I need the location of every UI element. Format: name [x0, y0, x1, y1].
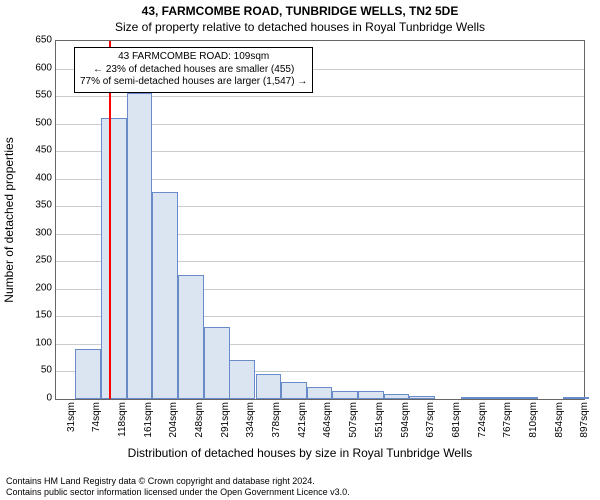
footer-line1: Contains HM Land Registry data © Crown c…: [6, 476, 350, 487]
y-tick-label: 0: [12, 393, 52, 404]
y-tick-label: 650: [12, 35, 52, 46]
histogram-bar: [101, 118, 127, 399]
histogram-bar: [512, 397, 538, 399]
y-tick-label: 200: [12, 282, 52, 293]
x-tick-label: 637sqm: [425, 402, 436, 438]
y-tick-label: 450: [12, 145, 52, 156]
histogram-bar: [178, 275, 204, 399]
histogram-bar: [332, 391, 358, 399]
x-tick-label: 594sqm: [400, 402, 411, 438]
x-tick-label: 507sqm: [348, 402, 359, 438]
property-marker-line: [109, 41, 111, 399]
x-tick-label: 161sqm: [143, 402, 154, 438]
x-tick-label: 291sqm: [220, 402, 231, 438]
histogram-bar: [256, 374, 282, 399]
footer-attribution: Contains HM Land Registry data © Crown c…: [6, 476, 350, 498]
histogram-bar: [409, 396, 435, 399]
y-tick-label: 500: [12, 117, 52, 128]
histogram-bar: [307, 387, 333, 399]
histogram-bar: [384, 394, 410, 400]
x-tick-label: 74sqm: [91, 402, 102, 432]
annotation-line1: 43 FARMCOMBE ROAD: 109sqm: [80, 51, 307, 64]
histogram-bar: [486, 397, 512, 399]
y-tick-label: 150: [12, 310, 52, 321]
histogram-bar: [75, 349, 101, 399]
x-tick-label: 724sqm: [477, 402, 488, 438]
x-tick-label: 378sqm: [271, 402, 282, 438]
chart-title-address: 43, FARMCOMBE ROAD, TUNBRIDGE WELLS, TN2…: [0, 4, 600, 18]
x-tick-label: 767sqm: [502, 402, 513, 438]
annotation-line3: 77% of semi-detached houses are larger (…: [80, 76, 307, 89]
x-tick-label: 810sqm: [528, 402, 539, 438]
y-tick-label: 600: [12, 62, 52, 73]
y-tick-label: 550: [12, 90, 52, 101]
x-tick-label: 204sqm: [168, 402, 179, 438]
y-axis-label: Number of detached properties: [2, 137, 16, 302]
histogram-bar: [461, 397, 487, 399]
histogram-bar: [563, 397, 589, 399]
y-tick-label: 50: [12, 365, 52, 376]
x-tick-label: 897sqm: [579, 402, 590, 438]
x-tick-label: 31sqm: [66, 402, 77, 432]
y-tick-label: 400: [12, 172, 52, 183]
histogram-bar: [204, 327, 230, 399]
x-tick-label: 551sqm: [374, 402, 385, 438]
histogram-bar: [152, 192, 178, 399]
y-tick-label: 300: [12, 227, 52, 238]
histogram-plot-area: 43 FARMCOMBE ROAD: 109sqm ← 23% of detac…: [55, 40, 585, 400]
annotation-line2: ← 23% of detached houses are smaller (45…: [80, 64, 307, 77]
x-tick-label: 334sqm: [245, 402, 256, 438]
x-tick-label: 464sqm: [322, 402, 333, 438]
histogram-bar: [358, 391, 384, 399]
x-tick-label: 118sqm: [117, 402, 128, 437]
chart-subtitle: Size of property relative to detached ho…: [0, 20, 600, 34]
y-tick-label: 100: [12, 337, 52, 348]
histogram-bar: [281, 382, 307, 399]
x-tick-label: 854sqm: [554, 402, 565, 438]
y-tick-label: 250: [12, 255, 52, 266]
x-tick-label: 248sqm: [194, 402, 205, 438]
annotation-box: 43 FARMCOMBE ROAD: 109sqm ← 23% of detac…: [74, 47, 313, 93]
footer-line2: Contains public sector information licen…: [6, 487, 350, 498]
x-tick-label: 421sqm: [297, 402, 308, 438]
histogram-bar: [127, 93, 153, 399]
x-axis-label: Distribution of detached houses by size …: [0, 446, 600, 460]
y-tick-label: 350: [12, 200, 52, 211]
histogram-bar: [229, 360, 255, 399]
x-tick-label: 681sqm: [451, 402, 462, 438]
